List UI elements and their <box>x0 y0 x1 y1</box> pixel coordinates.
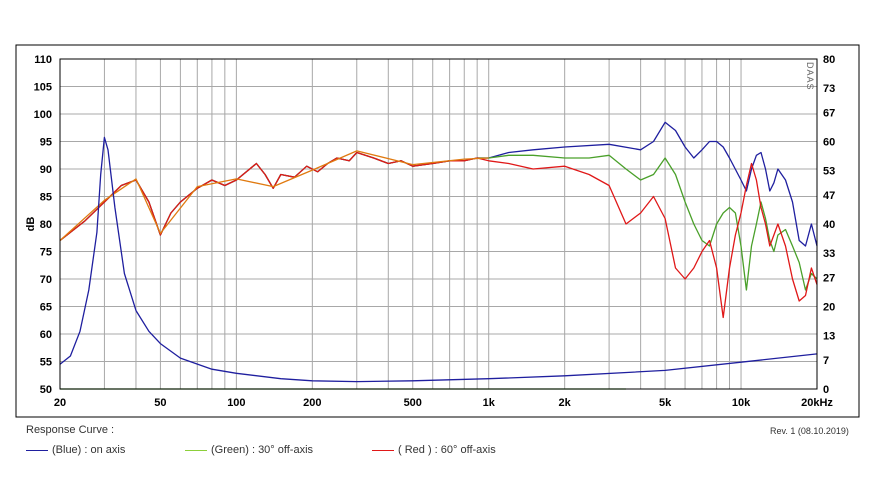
series-line-3 <box>59 150 489 241</box>
y-tick-label: 100 <box>34 109 52 121</box>
y2-tick-label: 53 <box>823 165 835 177</box>
legend-swatch-blue <box>26 449 48 451</box>
y2-tick-label: 27 <box>823 273 835 285</box>
series-line-4 <box>59 136 818 383</box>
label-layer: 20 50 100 200 500 1k 2k 5k 10k 20kHz1101051009590… <box>34 54 836 409</box>
legend-item-red: ( Red ) : 60° off-axis <box>372 444 496 456</box>
revision-text: Rev. 1 (08.10.2019) <box>770 426 849 436</box>
x-tick-label: 500 <box>404 397 422 409</box>
y-tick-label: 60 <box>40 329 52 341</box>
y2-tick-label: 67 <box>823 108 835 120</box>
y-tick-label: 80 <box>40 219 52 231</box>
legend-label-green: (Green) : 30° off-axis <box>211 444 314 456</box>
y2-tick-label: 80 <box>823 54 835 66</box>
y-tick-label: 110 <box>34 54 52 66</box>
x-tick-label: 2k <box>559 397 572 409</box>
y2-tick-label: 13 <box>823 330 835 342</box>
x-tick-label: 200 <box>303 397 321 409</box>
y-tick-label: 50 <box>40 384 52 396</box>
y2-tick-label: 0 <box>823 384 829 396</box>
x-tick-label: 20kHz <box>801 397 833 409</box>
plot-area-border <box>59 58 818 390</box>
x-tick-label: 10k <box>732 397 751 409</box>
outer-frame <box>15 44 860 418</box>
y-tick-label: 55 <box>40 357 52 369</box>
y-axis-label: dB <box>25 217 37 232</box>
y2-tick-label: 47 <box>823 190 835 202</box>
legend-label-red: ( Red ) : 60° off-axis <box>398 444 496 456</box>
x-tick-label: 5k <box>659 397 672 409</box>
y-tick-label: 75 <box>40 247 52 259</box>
y2-tick-label: 40 <box>823 219 835 231</box>
y2-tick-label: 33 <box>823 248 835 260</box>
legend-item-blue: (Blue) : on axis <box>26 444 125 456</box>
y2-tick-label: 7 <box>823 355 829 367</box>
x-tick-label: 50 <box>154 397 166 409</box>
watermark-text: DAAS <box>805 62 815 91</box>
y-tick-label: 90 <box>40 164 52 176</box>
x-tick-label: 20 <box>54 397 66 409</box>
legend-label-blue: (Blue) : on axis <box>52 444 126 456</box>
y-tick-label: 85 <box>40 192 52 204</box>
x-tick-label: 1k <box>483 397 496 409</box>
footer-caption: Response Curve : <box>26 424 115 436</box>
y2-tick-label: 73 <box>823 83 835 95</box>
series-line-2 <box>59 151 818 319</box>
y-tick-label: 70 <box>40 274 52 286</box>
x-tick-label: 100 <box>227 397 245 409</box>
y-tick-label: 95 <box>40 137 52 149</box>
y-tick-label: 65 <box>40 302 52 314</box>
y2-tick-label: 60 <box>823 137 835 149</box>
y-tick-label: 105 <box>34 82 52 94</box>
y2-tick-label: 20 <box>823 302 835 314</box>
legend-swatch-red <box>372 449 394 451</box>
legend-item-green: (Green) : 30° off-axis <box>185 444 313 456</box>
legend-swatch-green <box>185 449 207 451</box>
